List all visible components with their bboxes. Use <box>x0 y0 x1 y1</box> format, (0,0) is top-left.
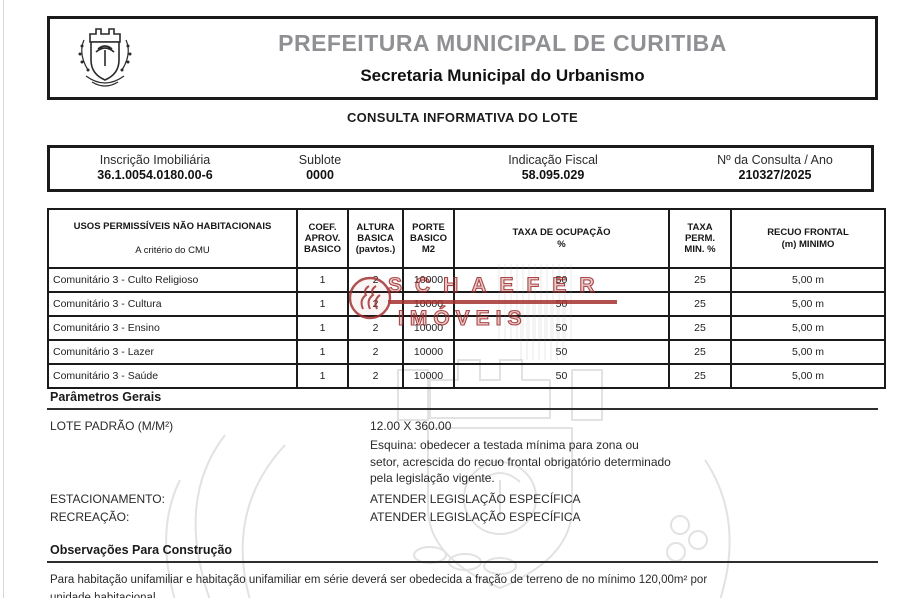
parametros-rule <box>47 408 878 410</box>
inscricao-imobiliaria-value: 36.1.0054.0180.00-6 <box>97 168 213 182</box>
ocupacao-cell: 50 <box>453 291 670 318</box>
perm-column-header: TAXA PERM. MIN. % <box>668 207 732 270</box>
header-box: PREFEITURA MUNICIPAL DE CURITIBA Secreta… <box>47 16 878 100</box>
esquina-line: pela legislação vigente. <box>370 471 495 485</box>
recuo-cell: 5,00 m <box>730 267 886 294</box>
recreacao-value: ATENDER LEGISLAÇÃO ESPECÍFICA <box>370 510 581 524</box>
recuo-column-header: RECUO FRONTAL (m) MINIMO <box>730 207 886 270</box>
coef-cell: 1 <box>296 339 349 366</box>
esquina-line: setor, acrescida do recuo frontal obriga… <box>370 454 671 469</box>
sublote-field: Sublote 0000 <box>299 153 341 182</box>
parametros-gerais-heading: Parâmetros Gerais <box>50 390 162 404</box>
lote-padrao-label: LOTE PADRÃO (M/M²) <box>50 419 174 433</box>
observacoes-heading: Observações Para Construção <box>50 543 233 557</box>
indicacao-fiscal-label: Indicação Fiscal <box>508 153 598 167</box>
recuo-cell: 5,00 m <box>730 291 886 318</box>
document-title: CONSULTA INFORMATIVA DO LOTE <box>346 110 579 125</box>
altura-cell: 2 <box>347 363 404 390</box>
sublote-value: 0000 <box>306 168 334 182</box>
permissible-uses-table: USOS PERMISSÍVEIS NÃO HABITACIONAIS A cr… <box>47 207 886 390</box>
perm-cell: 25 <box>668 267 732 294</box>
observacoes-rule <box>47 561 878 563</box>
porte-cell: 10000 <box>402 291 455 318</box>
perm-cell: 25 <box>668 339 732 366</box>
numero-consulta-label: Nº da Consulta / Ano <box>717 153 833 167</box>
secretaria-subtitle: Secretaria Municipal do Urbanismo <box>360 66 645 85</box>
use-name-cell: Comunitário 3 - Ensino <box>47 315 298 342</box>
table-row: Comunitário 3 - Lazer 1 2 10000 50 25 5,… <box>47 339 886 366</box>
numero-consulta-field: Nº da Consulta / Ano 210327/2025 <box>717 153 833 182</box>
perm-cell: 25 <box>668 363 732 390</box>
porte-column-header: PORTE BASICO M2 <box>402 207 455 270</box>
indicacao-fiscal-field: Indicação Fiscal 58.095.029 <box>508 153 598 182</box>
indicacao-fiscal-value: 58.095.029 <box>521 168 585 182</box>
sublote-label: Sublote <box>298 153 342 167</box>
coef-cell: 1 <box>296 363 349 390</box>
uses-column-header: USOS PERMISSÍVEIS NÃO HABITACIONAIS A cr… <box>47 207 298 270</box>
altura-cell: 2 <box>347 267 404 294</box>
inscricao-imobiliaria-label: Inscrição Imobiliária <box>99 153 211 167</box>
porte-cell: 10000 <box>402 339 455 366</box>
observacoes-paragraph: Para habitação unifamiliar e habitação u… <box>50 574 708 586</box>
recuo-cell: 5,00 m <box>730 315 886 342</box>
perm-cell: 25 <box>668 291 732 318</box>
ocupacao-cell: 50 <box>453 315 670 342</box>
prefeitura-title: PREFEITURA MUNICIPAL DE CURITIBA <box>278 30 727 56</box>
ocupacao-cell: 50 <box>453 339 670 366</box>
ocupacao-cell: 50 <box>453 363 670 390</box>
page-edge-line <box>3 0 4 598</box>
recuo-cell: 5,00 m <box>730 339 886 366</box>
porte-cell: 10000 <box>402 363 455 390</box>
uses-header-line1: USOS PERMISSÍVEIS NÃO HABITACIONAIS <box>73 221 272 233</box>
numero-consulta-value: 210327/2025 <box>738 168 812 182</box>
coef-cell: 1 <box>296 267 349 294</box>
lot-identification-box: Inscrição Imobiliária 36.1.0054.0180.00-… <box>47 145 874 192</box>
ocupacao-cell: 50 <box>453 267 670 294</box>
recuo-cell: 5,00 m <box>730 363 886 390</box>
esquina-note: Esquina: obedecer a testada mínima para … <box>370 437 671 487</box>
estacionamento-label: ESTACIONAMENTO: <box>50 492 165 506</box>
porte-cell: 10000 <box>402 267 455 294</box>
uses-header-line2: A critério do CMU <box>135 244 210 256</box>
altura-column-header: ALTURA BASICA (pavtos.) <box>347 207 404 270</box>
use-name-cell: Comunitário 3 - Saúde <box>47 363 298 390</box>
ocupacao-column-header: TAXA DE OCUPAÇÃO % <box>453 207 670 270</box>
perm-cell: 25 <box>668 315 732 342</box>
recreacao-label: RECREAÇÃO: <box>50 510 130 524</box>
uses-table-header-row: USOS PERMISSÍVEIS NÃO HABITACIONAIS A cr… <box>47 207 886 270</box>
altura-cell: 2 <box>347 291 404 318</box>
lote-padrao-value: 12.00 X 360.00 <box>370 419 452 433</box>
use-name-cell: Comunitário 3 - Cultura <box>47 291 298 318</box>
use-name-cell: Comunitário 3 - Culto Religioso <box>47 267 298 294</box>
altura-cell: 2 <box>347 315 404 342</box>
altura-cell: 2 <box>347 339 404 366</box>
estacionamento-value: ATENDER LEGISLAÇÃO ESPECÍFICA <box>370 492 581 506</box>
table-row: Comunitário 3 - Ensino 1 2 10000 50 25 5… <box>47 315 886 342</box>
coef-cell: 1 <box>296 315 349 342</box>
inscricao-imobiliaria-field: Inscrição Imobiliária 36.1.0054.0180.00-… <box>97 153 212 182</box>
observacoes-paragraph-clipped: unidade habitacional <box>50 592 156 598</box>
table-row: Comunitário 3 - Culto Religioso 1 2 1000… <box>47 267 886 294</box>
table-row: Comunitário 3 - Cultura 1 2 10000 50 25 … <box>47 291 886 318</box>
coef-cell: 1 <box>296 291 349 318</box>
table-row: Comunitário 3 - Saúde 1 2 10000 50 25 5,… <box>47 363 886 390</box>
header-titles: PREFEITURA MUNICIPAL DE CURITIBA Secreta… <box>160 30 875 86</box>
use-name-cell: Comunitário 3 - Lazer <box>47 339 298 366</box>
curitiba-coat-of-arms-icon <box>50 24 160 92</box>
porte-cell: 10000 <box>402 315 455 342</box>
esquina-line: Esquina: obedecer a testada mínima para … <box>370 438 639 452</box>
coef-column-header: COEF. APROV. BASICO <box>296 207 349 270</box>
